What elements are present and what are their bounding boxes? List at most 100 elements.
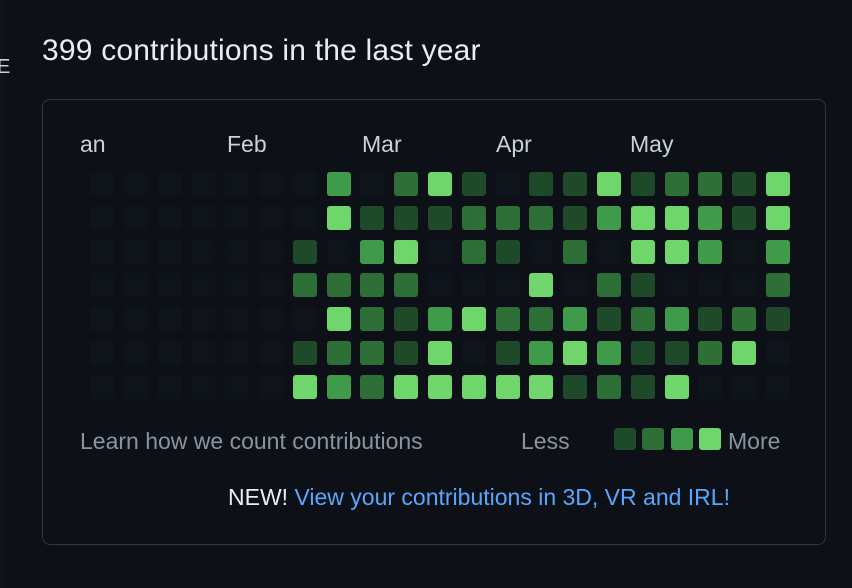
contribution-cell[interactable]	[327, 206, 351, 230]
contribution-cell	[225, 341, 249, 365]
contribution-cell[interactable]	[766, 172, 790, 196]
contribution-cell[interactable]	[665, 375, 689, 399]
contribution-cell[interactable]	[327, 273, 351, 297]
contribution-cell[interactable]	[631, 341, 655, 365]
contribution-cell	[462, 341, 486, 365]
contribution-cell[interactable]	[766, 273, 790, 297]
contribution-cell[interactable]	[327, 375, 351, 399]
contribution-cell[interactable]	[529, 307, 553, 331]
contribution-cell[interactable]	[766, 206, 790, 230]
contribution-cell[interactable]	[360, 375, 384, 399]
new-feature-line: NEW! View your contributions in 3D, VR a…	[228, 484, 730, 511]
contribution-cell	[90, 172, 114, 196]
contribution-cell[interactable]	[394, 206, 418, 230]
contribution-cell[interactable]	[462, 172, 486, 196]
contribution-cell[interactable]	[394, 240, 418, 264]
contribution-cell[interactable]	[394, 375, 418, 399]
contribution-cell	[191, 206, 215, 230]
contribution-cell[interactable]	[732, 341, 756, 365]
contribution-cell[interactable]	[665, 172, 689, 196]
contribution-cell[interactable]	[428, 307, 452, 331]
contribution-cell[interactable]	[428, 206, 452, 230]
contribution-cell[interactable]	[360, 341, 384, 365]
contribution-cell	[225, 240, 249, 264]
contribution-cell	[529, 240, 553, 264]
contribution-cell[interactable]	[529, 172, 553, 196]
contribution-cell[interactable]	[563, 172, 587, 196]
contribution-cell[interactable]	[631, 172, 655, 196]
contribution-cell[interactable]	[529, 341, 553, 365]
contribution-cell[interactable]	[597, 206, 621, 230]
contribution-cell	[225, 273, 249, 297]
contribution-cell	[225, 307, 249, 331]
contribution-cell[interactable]	[563, 341, 587, 365]
contribution-cell[interactable]	[631, 240, 655, 264]
contribution-cell[interactable]	[563, 307, 587, 331]
contribution-cell[interactable]	[462, 240, 486, 264]
contribution-cell[interactable]	[360, 206, 384, 230]
contribution-cell[interactable]	[394, 307, 418, 331]
contribution-cell[interactable]	[394, 273, 418, 297]
contribution-cell[interactable]	[394, 341, 418, 365]
contribution-cell[interactable]	[597, 341, 621, 365]
contribution-cell[interactable]	[732, 206, 756, 230]
contribution-cell[interactable]	[529, 206, 553, 230]
contribution-cell	[225, 206, 249, 230]
contribution-cell[interactable]	[597, 273, 621, 297]
contribution-cell[interactable]	[496, 341, 520, 365]
contribution-cell[interactable]	[766, 307, 790, 331]
contribution-cell[interactable]	[293, 273, 317, 297]
contribution-cell[interactable]	[698, 206, 722, 230]
contribution-cell[interactable]	[496, 307, 520, 331]
contribution-cell[interactable]	[631, 375, 655, 399]
contribution-cell[interactable]	[597, 307, 621, 331]
contribution-cell[interactable]	[665, 240, 689, 264]
contribution-cell[interactable]	[698, 172, 722, 196]
contribution-cell[interactable]	[360, 307, 384, 331]
contribution-cell[interactable]	[394, 172, 418, 196]
contribution-cell[interactable]	[665, 341, 689, 365]
contribution-cell	[293, 172, 317, 196]
contribution-cell[interactable]	[665, 206, 689, 230]
contribution-cell[interactable]	[631, 307, 655, 331]
contribution-cell[interactable]	[563, 240, 587, 264]
contribution-cell	[124, 341, 148, 365]
contribution-cell[interactable]	[631, 206, 655, 230]
contribution-cell	[293, 307, 317, 331]
contribution-cell[interactable]	[597, 172, 621, 196]
contribution-cell[interactable]	[563, 206, 587, 230]
contribution-cell	[158, 240, 182, 264]
contribution-cell[interactable]	[428, 172, 452, 196]
contribution-cell[interactable]	[293, 240, 317, 264]
contribution-cell[interactable]	[496, 240, 520, 264]
contribution-cell	[259, 307, 283, 331]
contribution-cell[interactable]	[327, 307, 351, 331]
contribution-cell[interactable]	[698, 307, 722, 331]
contribution-cell[interactable]	[428, 375, 452, 399]
contribution-cell[interactable]	[293, 341, 317, 365]
view-3d-contributions-link[interactable]: View your contributions in 3D, VR and IR…	[294, 484, 730, 510]
contribution-cell[interactable]	[496, 206, 520, 230]
contribution-cell[interactable]	[529, 375, 553, 399]
contribution-cell[interactable]	[631, 273, 655, 297]
contribution-cell[interactable]	[360, 273, 384, 297]
contribution-cell[interactable]	[462, 307, 486, 331]
contribution-cell[interactable]	[327, 172, 351, 196]
contribution-cell[interactable]	[327, 341, 351, 365]
contribution-cell[interactable]	[563, 375, 587, 399]
contribution-cell[interactable]	[360, 240, 384, 264]
contribution-cell[interactable]	[665, 307, 689, 331]
contribution-cell[interactable]	[698, 341, 722, 365]
contribution-cell[interactable]	[766, 240, 790, 264]
contribution-cell[interactable]	[597, 375, 621, 399]
learn-contributions-link[interactable]: Learn how we count contributions	[80, 428, 423, 454]
contribution-cell[interactable]	[428, 341, 452, 365]
contribution-cell[interactable]	[462, 375, 486, 399]
contribution-cell[interactable]	[698, 240, 722, 264]
contribution-cell[interactable]	[529, 273, 553, 297]
contribution-cell[interactable]	[732, 307, 756, 331]
contribution-cell[interactable]	[732, 172, 756, 196]
contribution-cell[interactable]	[293, 375, 317, 399]
contribution-cell[interactable]	[496, 375, 520, 399]
contribution-cell[interactable]	[462, 206, 486, 230]
